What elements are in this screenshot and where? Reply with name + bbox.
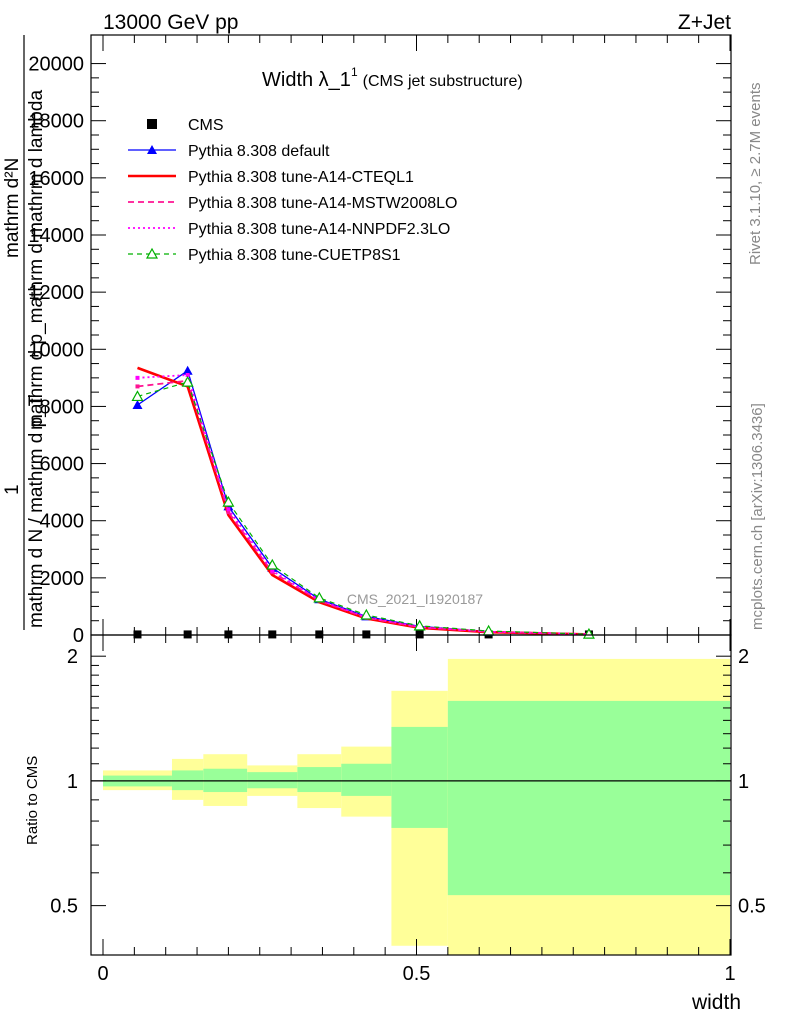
cuetp8s1-point [313,591,326,603]
nnpdf-point [185,373,190,377]
ratio-xtick-label: 0.5 [403,963,431,985]
ylabel-fraction-top: mathrm d²N [2,158,23,258]
rivet-version-label: Rivet 3.1.10, ≥ 2.7M events [747,83,764,266]
analysis-watermark: CMS_2021_I1920187 [347,591,483,607]
main-ytick-label: 8000 [40,396,85,418]
ratio-y-ticks: 0.5 0.5 1 1 2 2 [50,646,766,917]
nnpdf-point [226,507,231,512]
main-ytick-label: 18000 [28,111,84,133]
ylabel-fraction-bottom: mathrm d N / mathrm d p_T [26,394,47,628]
ratio-ytick-label: 0.5 [50,896,78,918]
main-ytick-label: 0 [73,625,84,647]
ratio-ytick-label-right: 0.5 [738,896,766,918]
legend-label-cteql1: Pythia 8.308 tune-A14-CTEQL1 [188,169,414,186]
legend-label-nnpdf: Pythia 8.308 tune-A14-NNPDF2.3LO [188,221,450,238]
ratio-band-inner [171,770,204,791]
ratio-band-inner [341,763,392,796]
ratio-ytick-label: 2 [67,646,78,668]
main-title-sub: (CMS jet substructure) [363,73,523,90]
mstw-point [226,510,231,515]
legend-label-mstw: Pythia 8.308 tune-A14-MSTW2008LO [188,195,457,212]
ratio-band-inner [391,726,448,828]
ratio-ytick-label-right: 2 [738,646,749,668]
collision-label: 13000 GeV pp [103,11,238,34]
cuetp8s1-point [222,495,235,507]
ratio-band-inner [447,700,730,896]
main-ytick-label: 4000 [40,511,85,533]
cuetp8s1-point [181,375,194,387]
legend: CMS Pythia 8.308 default Pythia 8.308 tune… [128,117,457,264]
ratio-ytick-label-right: 1 [738,771,749,793]
x-axis-label: width [691,991,741,1014]
mstw-point [135,384,140,389]
cuetp8s1-point [582,627,595,639]
main-y-axis-label: mathrm d²N mathrm d p_mathrm d mathrm d … [2,35,47,630]
ratio-band-inner [247,772,298,789]
ylabel-fraction-top2: mathrm d p_mathrm d mathrm d lambda [26,90,47,430]
cuetp8s1-point [131,390,144,402]
nnpdf-point [135,375,140,380]
main-title-sup: 1 [351,65,358,79]
mcplots-label: mcplots.cern.ch [arXiv:1306.3436] [749,403,766,630]
ratio-xtick-label: 1 [724,963,735,985]
cuetp8s1-point [413,619,426,631]
main-title: Width λ_11 (CMS jet substructure) [262,65,523,91]
ratio-band-inner [297,767,342,793]
main-title-text: Width λ_1 [262,69,351,91]
main-y-ticks: 0 2000 4000 6000 8000 10000 12000 14000 16000 180… [28,54,731,647]
main-ytick-label: 10000 [28,339,84,361]
process-label: Z+Jet [678,11,731,34]
main-ytick-label: 6000 [40,454,85,476]
nnpdf-point [270,568,275,573]
cuetp8s1-series-line [137,381,589,635]
legend-label-cms: CMS [188,117,224,134]
ratio-plot-frame [90,634,732,956]
ratio-ytick-label: 1 [67,771,78,793]
main-plot-frame [90,34,732,636]
legend-marker-cuetp8s1 [145,247,159,259]
default-point [132,400,143,409]
ylabel-one: 1 [2,484,23,495]
main-ytick-label: 20000 [28,54,84,76]
legend-marker-default [147,145,157,154]
main-ytick-label: 2000 [40,568,85,590]
main-ytick-label: 12000 [28,282,84,304]
ratio-xtick-label: 0 [97,963,108,985]
cuetp8s1-point [360,608,373,620]
legend-marker-cms [147,119,157,129]
default-point [182,365,193,375]
main-ytick-label: 16000 [28,168,84,190]
ratio-x-ticks: 0 0.5 1 [97,635,736,985]
legend-label-cuetp8s1: Pythia 8.308 tune-CUETP8S1 [188,247,401,264]
cuetp8s1-point [266,558,279,570]
ratio-y-axis-label: Ratio to CMS [24,756,41,845]
legend-label-default: Pythia 8.308 default [188,143,330,160]
ratio-bands [91,658,731,955]
main-ytick-label: 14000 [28,225,84,247]
